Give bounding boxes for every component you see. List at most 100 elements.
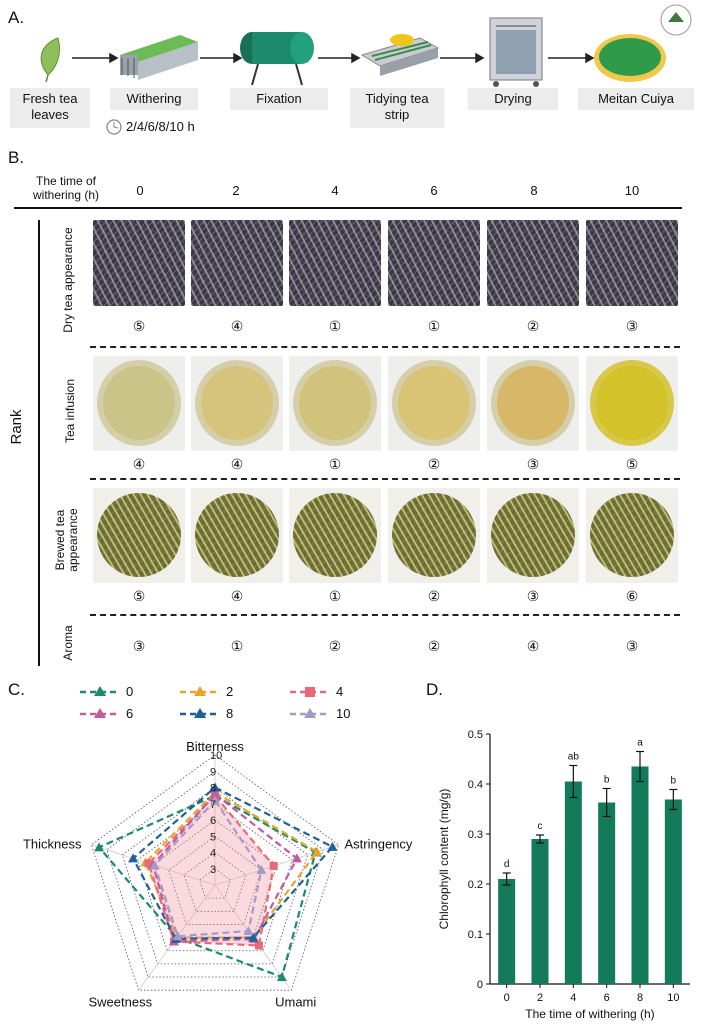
- radar-scale-tick: 6: [210, 815, 216, 827]
- rank-inf-8: ③: [526, 456, 540, 472]
- y-axis-label: Chlorophyll content (mg/g): [437, 789, 451, 930]
- legend-label-0: 0: [126, 684, 134, 699]
- rank-aroma-8: ④: [526, 638, 540, 654]
- x-tick-label-2: 2: [537, 992, 543, 1004]
- fixation-drum-icon: [240, 32, 314, 86]
- rank-aroma-10: ③: [625, 638, 639, 654]
- radar-point-4: [254, 941, 263, 950]
- radar-scale-tick: 7: [210, 799, 216, 811]
- rank-aroma-4: ②: [328, 638, 342, 654]
- y-tick-label: 0.4: [468, 779, 483, 791]
- rank-dry-2: ④: [230, 318, 244, 334]
- radar-grid-ring: [137, 803, 293, 952]
- radar-point-10: [256, 864, 267, 874]
- rank-inf-4: ①: [328, 456, 342, 472]
- radar-point-2: [312, 846, 323, 856]
- rank-aroma-2: ①: [230, 638, 244, 654]
- dry-tea-photo-6: [388, 220, 480, 306]
- significance-8: a: [637, 738, 643, 749]
- step-withering: Withering: [110, 88, 198, 110]
- rank-inf-0: ④: [132, 456, 146, 472]
- radar-axis-label-umami: Umami: [275, 994, 316, 1009]
- y-tick-label: 0.5: [468, 729, 483, 741]
- radar-grid-ring: [183, 852, 247, 912]
- rank-dry-6: ①: [427, 318, 441, 334]
- infusion-photo-4: [289, 356, 381, 451]
- bar-10: [664, 799, 682, 984]
- significance-6: b: [604, 775, 610, 786]
- row-label-aroma: Aroma: [61, 625, 75, 661]
- brewed-tea-photo-4: [289, 488, 381, 583]
- y-tick-label: 0.3: [468, 829, 483, 841]
- rank-br-8: ③: [526, 588, 540, 604]
- radar-grid-ring: [168, 835, 262, 925]
- radar-scale-tick: 9: [210, 766, 216, 778]
- rank-dry-0: ⑤: [132, 318, 146, 334]
- infusion-photo-2: [191, 356, 283, 451]
- bar-0: [498, 879, 516, 984]
- legend-marker-6: [94, 708, 106, 718]
- row-divider: [90, 346, 680, 348]
- radar-point-4: [144, 859, 153, 868]
- radar-series-0: [97, 794, 317, 979]
- radar-axis-label-astringency: Astringency: [345, 837, 413, 852]
- rank-br-2: ④: [230, 588, 244, 604]
- panel-d-label: D.: [426, 680, 443, 699]
- radar-series-6: [151, 792, 299, 943]
- radar-point-4: [269, 861, 278, 870]
- header-time-0: 0: [136, 183, 144, 198]
- radar-point-10: [172, 931, 183, 941]
- radar-grid-ring: [121, 787, 309, 965]
- bar-6: [598, 802, 616, 984]
- radar-scale-tick: 8: [210, 783, 216, 795]
- rank-label: Rank: [8, 409, 25, 445]
- header-time-8: 8: [530, 183, 538, 198]
- radar-axis-label-sweetness: Sweetness: [89, 994, 153, 1009]
- x-tick-label-8: 8: [637, 992, 643, 1004]
- rank-inf-2: ④: [230, 456, 244, 472]
- radar-point-10: [149, 860, 160, 870]
- tidying-machine-icon: [360, 34, 440, 76]
- radar-point-8: [128, 853, 139, 863]
- row-label-brewed-tea: Brewed tea appearance: [53, 508, 80, 572]
- dry-tea-photo-2: [191, 220, 283, 306]
- rank-bracket: [38, 220, 40, 666]
- radar-grid-ring: [106, 770, 324, 978]
- infusion-photo-10: [586, 356, 678, 451]
- header-time-6: 6: [430, 183, 438, 198]
- brewed-tea-photo-6: [388, 488, 480, 583]
- rank-dry-10: ③: [625, 318, 639, 334]
- bar-2: [531, 839, 549, 984]
- y-tick-label: 0.2: [468, 879, 483, 891]
- step-fixation: Fixation: [230, 88, 328, 110]
- y-tick-label: 0.1: [468, 929, 483, 941]
- significance-2: c: [538, 821, 543, 832]
- significance-10: b: [671, 776, 677, 787]
- withering-rack-icon: [120, 35, 198, 80]
- x-axis-label: The time of withering (h): [525, 1007, 654, 1021]
- row-label-tea-infusion: Tea infusion: [63, 378, 77, 444]
- rank-dry-8: ②: [526, 318, 540, 334]
- radar-axis-label-thickness: Thickness: [23, 837, 82, 852]
- infusion-photo-0: [93, 356, 185, 451]
- rank-dry-4: ①: [328, 318, 342, 334]
- panel-a-label: A.: [8, 8, 25, 27]
- radar-point-10: [210, 795, 220, 805]
- step-tidying-tea-strip: Tidying tea strip: [350, 88, 444, 128]
- radar-point-8: [210, 782, 220, 792]
- legend-marker-8: [194, 708, 206, 718]
- chlorophyll-bar-chart: 0 0.1 0.2 0.3 0.4 0.5 d 0 c 2 ab 4 b 6 a 8 b 10 The time o…: [437, 729, 690, 1021]
- radar-point-6: [210, 789, 220, 798]
- dry-tea-photo-4: [289, 220, 381, 306]
- rank-inf-10: ⑤: [625, 456, 639, 472]
- radar-grid-ring: [90, 754, 340, 991]
- y-tick-label: 0: [477, 979, 483, 991]
- legend-marker-2: [194, 686, 206, 696]
- radar-scale-tick: 5: [210, 831, 216, 843]
- rank-aroma-0: ③: [132, 638, 146, 654]
- fresh-leaf-icon: [40, 37, 61, 83]
- dry-tea-photo-10: [586, 220, 678, 306]
- infusion-photo-8: [487, 356, 579, 451]
- dry-tea-photo-0: [93, 220, 185, 306]
- radar-scale-tick: 3: [210, 864, 216, 876]
